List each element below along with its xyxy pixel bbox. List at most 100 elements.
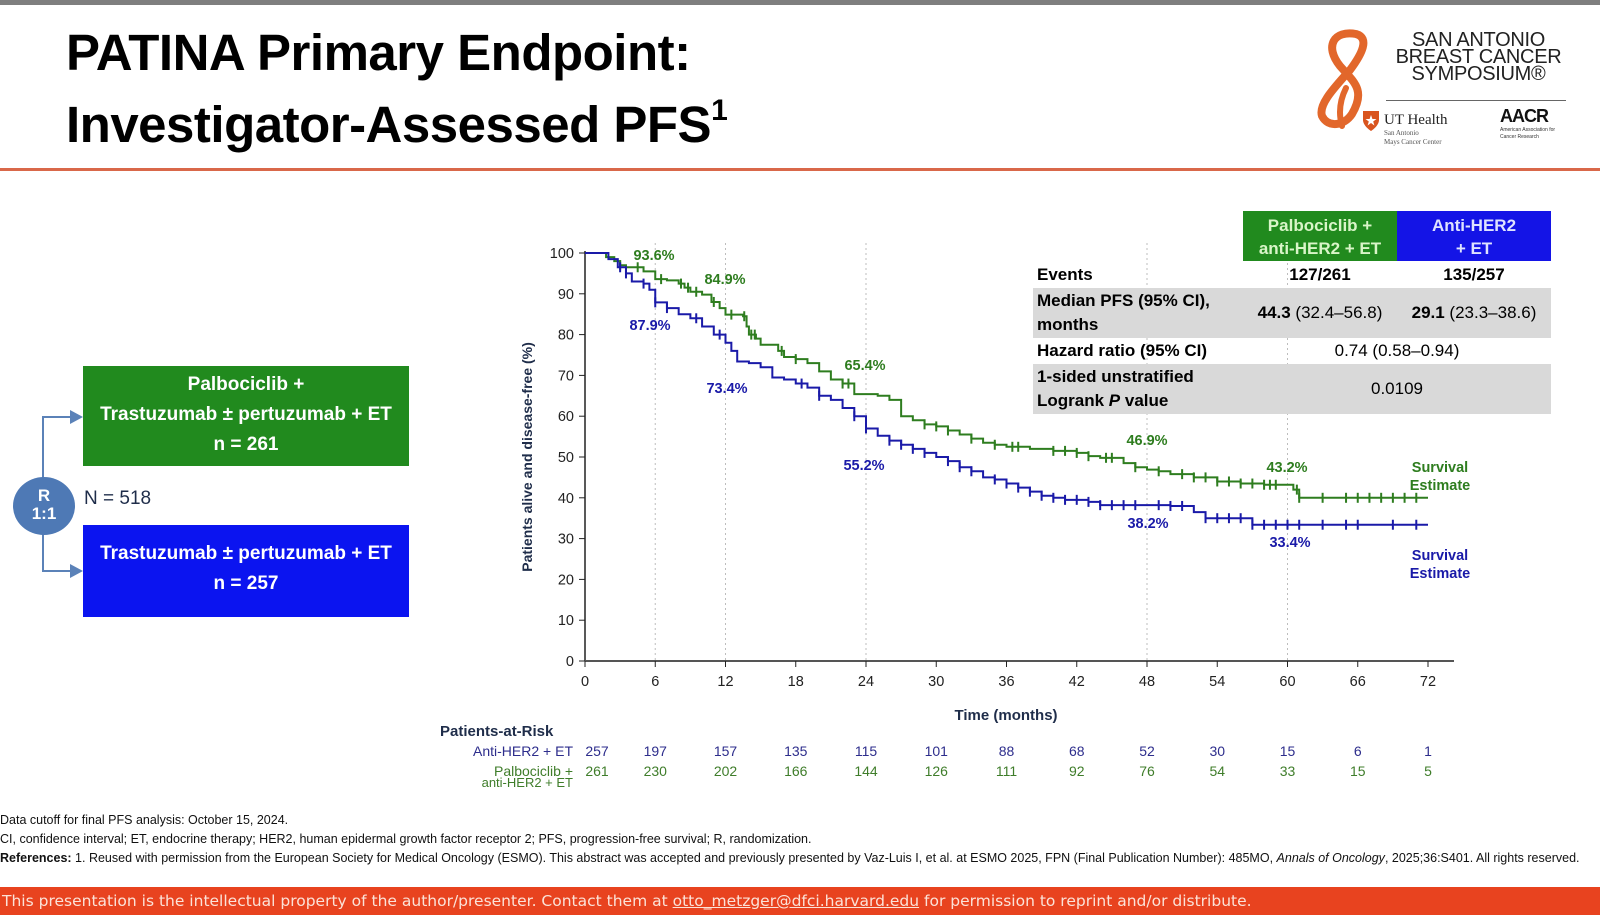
y-tick-label: 70	[558, 368, 574, 384]
p-value: 0.0109	[1371, 379, 1423, 398]
milestone-label: 93.6%	[633, 248, 674, 264]
risk-row-label: Anti-HER2 + ET	[473, 743, 573, 759]
x-tick-label: 36	[998, 674, 1014, 690]
risk-value: 101	[925, 743, 949, 759]
y-tick-label: 100	[550, 246, 574, 262]
connector-top	[42, 416, 72, 418]
risk-value: 115	[855, 743, 878, 759]
y-tick-label: 10	[558, 613, 574, 629]
risk-value: 166	[784, 763, 808, 779]
row-p-value: 1-sided unstratified Logrank P value 0.0…	[1033, 364, 1551, 414]
risk-value: 6	[1354, 743, 1362, 759]
footnotes: Data cutoff for final PFS analysis: Octo…	[0, 811, 1590, 868]
milestone-label: 43.2%	[1266, 460, 1307, 476]
references-note: References: 1. Reused with permission fr…	[0, 851, 1580, 865]
x-tick-label: 72	[1420, 674, 1436, 690]
risk-value: 135	[784, 743, 808, 759]
curve-labels: 93.6% 84.9% 65.4% 46.9% 43.2% Survival Estimat…	[629, 248, 1470, 582]
title-divider	[0, 168, 1600, 171]
ut-health-logo: UT Health San Antonio Mays Cancer Center	[1384, 112, 1448, 146]
risk-value: 92	[1069, 763, 1085, 779]
ribbon-icon	[1317, 29, 1368, 129]
y-tick-label: 60	[558, 409, 574, 425]
milestone-label: 38.2%	[1127, 516, 1168, 532]
header-anti-her2: Anti-HER2 + ET	[1397, 211, 1551, 261]
x-tick-label: 30	[928, 674, 944, 690]
x-tick-label: 0	[581, 674, 589, 690]
copyright-banner: This presentation is the intellectual pr…	[0, 887, 1600, 915]
survival-estimate-label: Survival	[1412, 548, 1468, 564]
arrow-to-arm-b	[70, 564, 83, 578]
title-superscript: 1	[711, 94, 728, 127]
risk-value: 5	[1424, 763, 1432, 779]
median-anti-her2: 29.1 (23.3–38.6)	[1411, 303, 1537, 322]
median-palbociclib: 44.3 (32.4–56.8)	[1257, 303, 1383, 322]
y-tick-label: 30	[558, 532, 574, 548]
milestone-label: 55.2%	[843, 458, 884, 474]
title-line-1: PATINA Primary Endpoint:	[66, 24, 691, 81]
x-tick-label: 66	[1350, 674, 1366, 690]
risk-row-label: anti-HER2 + ET	[482, 775, 573, 790]
risk-table: Anti-HER2 + ET 257 197 157 135 115 101 88 68 52 30…	[473, 743, 1432, 790]
events-anti-her2: 135/257	[1443, 265, 1505, 284]
y-tick-label: 80	[558, 328, 574, 344]
axes: 0 10 20 30 40 50 60 70 80 90 100 0 6 12 18 24 30 36 42 48 54…	[550, 246, 1454, 690]
survival-curve-palbociclib	[585, 252, 1428, 499]
x-tick-label: 24	[858, 674, 874, 690]
risk-value: 111	[996, 763, 1017, 779]
risk-value: 15	[1350, 763, 1366, 779]
risk-value: 261	[585, 763, 609, 779]
risk-value: 197	[644, 743, 668, 759]
abbreviations-note: CI, confidence interval; ET, endocrine t…	[0, 832, 812, 846]
sabcs-wordmark: SAN ANTONIO BREAST CANCER SYMPOSIUM®	[1395, 29, 1562, 85]
data-cutoff-note: Data cutoff for final PFS analysis: Octo…	[0, 813, 289, 827]
top-bar	[0, 0, 1600, 5]
hazard-ratio-value: 0.74 (0.58–0.94)	[1334, 341, 1460, 360]
risk-value: 33	[1280, 763, 1296, 779]
y-tick-label: 50	[558, 450, 574, 466]
row-hazard-ratio: Hazard ratio (95% CI) 0.74 (0.58–0.94)	[1033, 338, 1551, 364]
slide-title: PATINA Primary Endpoint: Investigator-As…	[66, 22, 728, 156]
y-tick-label: 90	[558, 287, 574, 303]
survival-curve-anti-her2	[585, 252, 1428, 526]
arm-palbociclib: Palbociclib + Trastuzumab ± pertuzumab +…	[83, 366, 409, 466]
risk-value: 126	[925, 763, 949, 779]
milestone-label: 65.4%	[844, 358, 885, 374]
milestone-label: 87.9%	[629, 318, 670, 334]
risk-value: 88	[999, 743, 1015, 759]
sabcs-logo: SAN ANTONIO BREAST CANCER SYMPOSIUM® UT …	[1317, 28, 1572, 158]
y-tick-label: 0	[566, 654, 574, 670]
risk-value: 157	[714, 743, 738, 759]
logo-divider	[1386, 100, 1566, 101]
x-tick-label: 48	[1139, 674, 1155, 690]
risk-value: 68	[1069, 743, 1085, 759]
risk-value: 30	[1209, 743, 1225, 759]
milestone-label: 33.4%	[1269, 535, 1310, 551]
risk-value: 54	[1209, 763, 1225, 779]
events-palbociclib: 127/261	[1289, 265, 1351, 284]
risk-value: 257	[585, 743, 609, 759]
survival-estimate-label: Estimate	[1410, 478, 1470, 494]
total-enrollment: N = 518	[84, 488, 152, 509]
y-tick-label: 40	[558, 491, 574, 507]
contact-email-link[interactable]: otto_metzger@dfci.harvard.edu	[672, 892, 920, 910]
risk-value: 202	[714, 763, 738, 779]
risk-row-label: Palbociclib +	[494, 763, 573, 779]
survival-curves	[585, 252, 1428, 530]
y-axis-label: Patients alive and disease-free (%)	[519, 342, 535, 572]
ut-shield-icon	[1363, 111, 1379, 131]
x-tick-label: 42	[1069, 674, 1085, 690]
risk-value: 76	[1139, 763, 1155, 779]
x-tick-label: 6	[651, 674, 659, 690]
connector-bottom	[42, 570, 72, 572]
risk-value: 1	[1424, 743, 1432, 759]
aacr-logo: AACR American Association for Cancer Res…	[1500, 106, 1556, 140]
y-tick-label: 20	[558, 572, 574, 588]
title-line-2: Investigator-Assessed PFS1	[66, 94, 728, 153]
x-axis-label: Time (months)	[954, 707, 1057, 724]
arm-control: Trastuzumab ± pertuzumab + ET n = 257	[83, 525, 409, 617]
risk-table-title: Patients-at-Risk	[440, 723, 554, 740]
risk-value: 15	[1280, 743, 1296, 759]
milestone-label: 84.9%	[704, 272, 745, 288]
